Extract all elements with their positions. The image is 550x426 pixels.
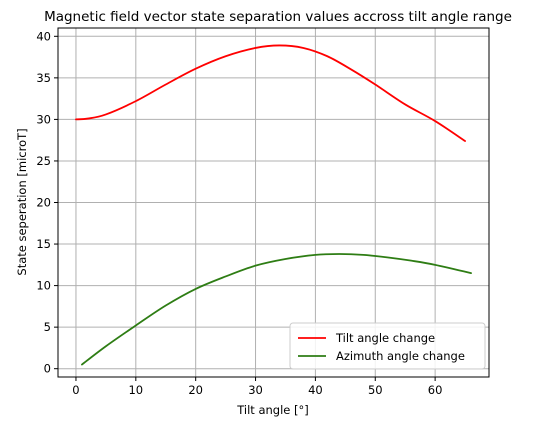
y-tick-label: 0: [44, 362, 51, 376]
y-axis-label: State seperation [microT]: [15, 128, 29, 275]
legend-box: [289, 322, 486, 370]
series-line-1: [81, 253, 472, 366]
legend-label-1: Azimuth angle change: [336, 349, 465, 363]
y-tick-label: 20: [36, 196, 51, 210]
x-tick-label: 20: [188, 383, 203, 397]
y-tick-label: 35: [36, 71, 51, 85]
y-tick-label: 30: [36, 112, 51, 126]
grid: [58, 28, 489, 377]
x-tick-label: 10: [128, 383, 143, 397]
x-tick-label: 40: [308, 383, 323, 397]
x-tick-label: 0: [72, 383, 79, 397]
y-tick-label: 40: [36, 29, 51, 43]
x-tick-label: 50: [368, 383, 383, 397]
x-tick-label: 30: [248, 383, 263, 397]
y-tick-label: 25: [36, 154, 51, 168]
series-line-0: [75, 44, 466, 142]
plot-series: [75, 44, 472, 366]
x-axis-label: Tilt angle [°]: [236, 403, 309, 417]
x-tick-label: 60: [428, 383, 443, 397]
y-tick-label: 10: [36, 279, 51, 293]
y-tick-label: 5: [44, 320, 51, 334]
axis-ticks: 0 10 20 30 40 50 60 0 5 10 15 20 25 30 35 40: [36, 29, 442, 397]
legend-label-0: Tilt angle change: [335, 331, 435, 345]
legend: Tilt angle change Azimuth angle change: [289, 322, 486, 370]
y-tick-label: 15: [36, 237, 51, 251]
chart-title: Magnetic field vector state separation v…: [44, 9, 512, 25]
